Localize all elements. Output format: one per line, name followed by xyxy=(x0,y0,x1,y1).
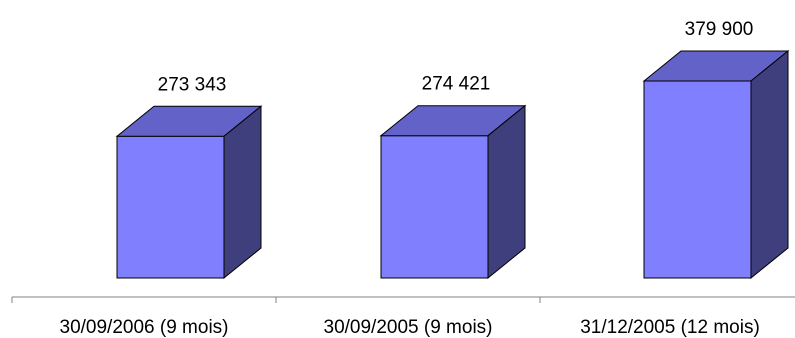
category-label: 30/09/2005 (9 mois) xyxy=(324,317,493,338)
bar-side xyxy=(223,105,262,280)
bar-1 xyxy=(115,105,263,280)
bars xyxy=(115,49,790,280)
bar-side xyxy=(750,49,789,280)
x-axis xyxy=(11,296,795,303)
labels: 273 343 30/09/2006 (9 mois) 274 421 30/09/2… xyxy=(60,19,760,338)
category-label: 31/12/2005 (12 mois) xyxy=(580,317,760,338)
category-label: 30/09/2006 (9 mois) xyxy=(60,317,229,338)
bar-front xyxy=(643,80,752,279)
data-label: 379 900 xyxy=(685,19,754,40)
bar-3 xyxy=(642,49,790,280)
bar-2 xyxy=(379,104,527,280)
bar-front xyxy=(380,135,489,279)
data-label: 274 421 xyxy=(422,74,491,95)
bar-front xyxy=(116,135,225,279)
data-label: 273 343 xyxy=(158,74,227,95)
bar-side xyxy=(487,104,526,280)
